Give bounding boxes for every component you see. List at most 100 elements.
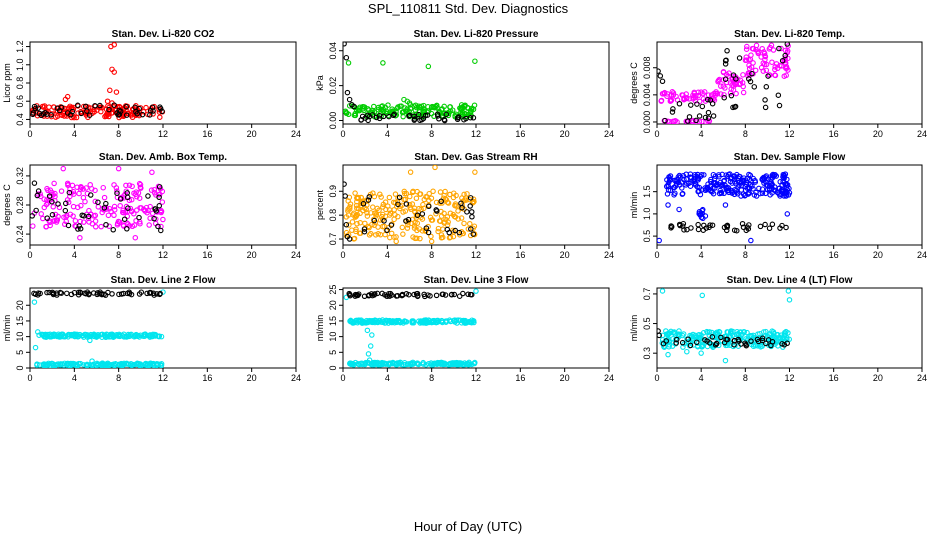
- data-point-red: [98, 108, 104, 115]
- y-tick-label: 1.5: [642, 185, 652, 198]
- x-tick-label: 4: [385, 373, 390, 383]
- data-point-orange: [368, 230, 374, 237]
- data-point-black: [343, 193, 348, 199]
- data-point-black: [151, 215, 157, 222]
- data-point-black: [381, 218, 387, 224]
- y-tick-label: 0.3: [642, 347, 652, 360]
- data-point-blue: [722, 182, 728, 189]
- data-point-cyan: [380, 318, 387, 325]
- data-point-magenta: [41, 196, 47, 202]
- data-point-cyan: [363, 359, 369, 366]
- data-point-orange: [414, 220, 421, 227]
- data-point-black: [95, 199, 101, 206]
- data-point-cyan: [132, 333, 138, 339]
- data-point-magenta: [63, 218, 69, 225]
- data-point-black: [779, 57, 786, 64]
- data-point-black: [718, 334, 724, 341]
- x-tick-label: 8: [116, 129, 121, 139]
- data-point-magenta: [111, 203, 118, 210]
- data-point-black: [663, 338, 669, 344]
- data-point-black: [134, 110, 141, 117]
- data-point-magenta: [772, 72, 779, 79]
- data-point-magenta: [92, 187, 98, 194]
- data-point-magenta: [105, 212, 112, 219]
- data-point-black: [694, 101, 700, 107]
- x-tick-label: 4: [72, 373, 77, 383]
- panel-9: Stan. Dev. Line 4 (LT) Flow 0 4 8 12 16 20 24 0.…: [629, 275, 927, 383]
- data-point-magenta: [668, 98, 674, 104]
- data-point-black: [117, 108, 124, 115]
- data-point-blue: [738, 187, 745, 193]
- data-point-red: [104, 98, 111, 104]
- data-point-red: [52, 114, 59, 120]
- x-tick-label: 0: [340, 373, 345, 383]
- data-point-magenta: [80, 186, 86, 192]
- data-point-black: [467, 291, 474, 298]
- data-point-black: [159, 108, 165, 115]
- data-point-red: [116, 103, 123, 110]
- y-axis-title: degrees C: [629, 62, 639, 104]
- data-point-magenta: [92, 223, 99, 230]
- y-tick-label: 0: [15, 365, 25, 370]
- data-point-blue: [756, 185, 762, 192]
- x-tick-label: 24: [604, 250, 614, 260]
- data-point-black: [369, 112, 376, 118]
- data-point-orange: [441, 219, 448, 225]
- data-point-cyan: [367, 343, 374, 349]
- data-point-orange: [382, 199, 389, 205]
- data-point-black: [395, 201, 401, 208]
- data-point-black: [343, 221, 350, 228]
- data-point-cyan: [129, 362, 135, 368]
- data-point-green: [345, 60, 352, 66]
- data-point-magenta: [683, 91, 689, 97]
- data-point-magenta: [743, 54, 750, 60]
- data-point-green: [438, 107, 445, 113]
- data-point-cyan: [142, 362, 148, 368]
- panel-4: Stan. Dev. Amb. Box Temp. 0 4 8 12 16 20 24 0.24…: [2, 152, 301, 260]
- data-point-blue: [673, 177, 679, 184]
- data-point-black: [440, 291, 446, 297]
- data-point-black: [155, 223, 161, 230]
- data-point-magenta: [670, 90, 677, 96]
- data-point-black: [347, 292, 353, 299]
- series-points: [657, 42, 791, 124]
- x-tick-label: 24: [917, 250, 927, 260]
- data-point-blue: [712, 173, 719, 179]
- data-point-magenta: [52, 197, 58, 204]
- data-point-green: [420, 102, 427, 109]
- data-point-black: [49, 212, 56, 218]
- data-point-black: [103, 221, 109, 228]
- x-tick-label: 24: [291, 129, 301, 139]
- data-point-blue: [784, 211, 791, 217]
- data-point-magenta: [763, 61, 770, 68]
- x-tick-label: 24: [917, 129, 927, 139]
- data-point-green: [344, 110, 350, 116]
- data-point-black: [380, 113, 387, 120]
- data-point-black: [705, 96, 711, 103]
- data-point-black: [128, 291, 135, 298]
- data-point-blue: [691, 178, 698, 185]
- x-tick-label: 16: [829, 129, 839, 139]
- y-tick-label: 0.7: [642, 288, 652, 301]
- data-point-black: [46, 193, 53, 199]
- data-point-black: [723, 57, 729, 64]
- data-point-magenta: [727, 90, 734, 96]
- data-point-green: [407, 105, 414, 112]
- data-point-orange: [357, 219, 363, 226]
- series-points: [343, 165, 478, 245]
- data-point-black: [150, 108, 156, 114]
- data-point-black: [776, 45, 782, 52]
- data-point-black: [414, 290, 421, 297]
- data-point-cyan: [369, 317, 376, 324]
- x-tick-label: 4: [385, 250, 390, 260]
- data-point-black: [775, 92, 782, 98]
- data-point-cyan: [785, 288, 792, 294]
- data-point-magenta: [712, 92, 719, 99]
- panel-5: Stan. Dev. Gas Stream RH 0 4 8 12 16 20 24 0.7 0.…: [315, 152, 614, 260]
- data-point-blue: [702, 213, 709, 219]
- data-point-black: [676, 100, 683, 107]
- data-point-black: [157, 105, 164, 112]
- data-point-magenta: [778, 45, 784, 52]
- data-point-black: [346, 236, 353, 242]
- data-point-black: [365, 292, 372, 299]
